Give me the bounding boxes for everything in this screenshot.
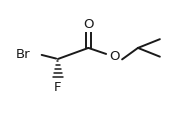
Text: F: F [54, 81, 62, 94]
Text: O: O [109, 50, 119, 63]
Text: Br: Br [16, 48, 30, 61]
Text: O: O [83, 18, 94, 31]
